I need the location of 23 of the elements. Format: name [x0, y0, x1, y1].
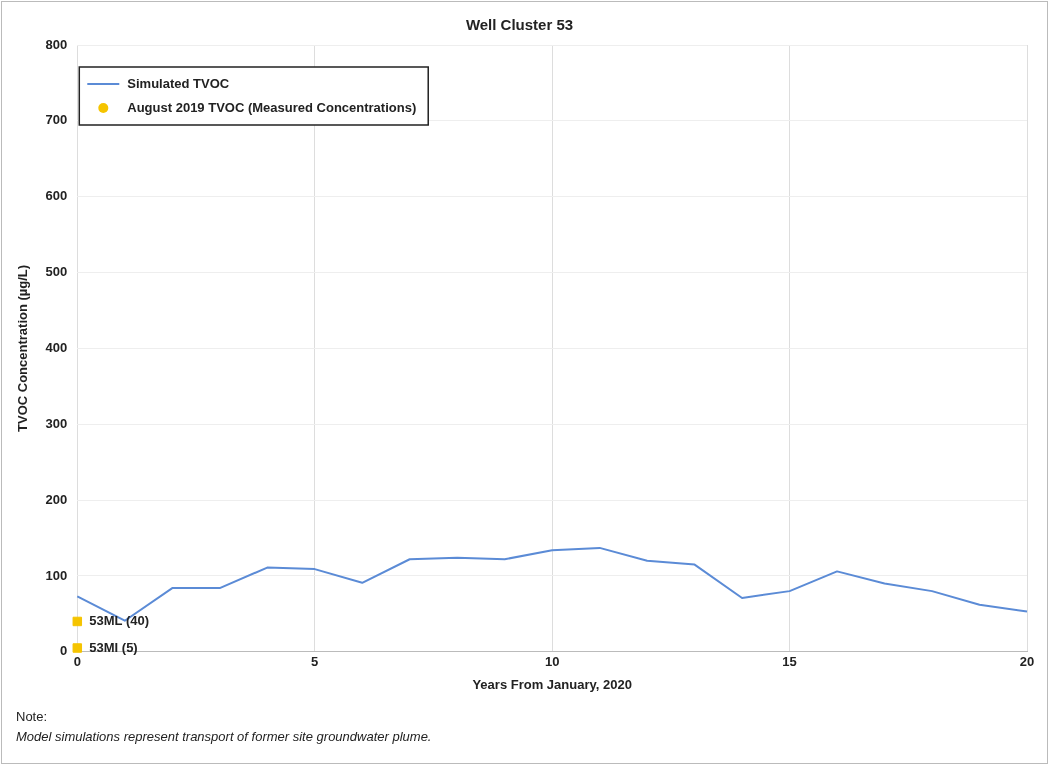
- x-tick-label: 10: [544, 654, 560, 670]
- x-tick-label: 15: [782, 654, 797, 670]
- text: Note:: [16, 708, 49, 726]
- y-tick-label: 800: [45, 36, 68, 52]
- y-tick-label: 600: [45, 188, 68, 204]
- text: Model simulations represent transport of former site groundwater plume.: [16, 728, 432, 746]
- chart-title: Well Cluster 53: [465, 16, 574, 34]
- y-axis-title: TVOC Concentration (µg/L): [15, 264, 31, 432]
- y-tick-label: 200: [45, 491, 68, 507]
- x-tick-label: 5: [311, 654, 319, 670]
- legend-label: Simulated TVOC: [127, 75, 230, 91]
- annotation: 53MI (5): [89, 639, 138, 655]
- y-tick-label: 500: [45, 264, 68, 280]
- annotation: 53ML (40): [89, 613, 150, 629]
- x-tick-label: 0: [73, 654, 81, 670]
- y-tick-label: 700: [45, 112, 68, 128]
- legend-label: August 2019 TVOC (Measured Concentrations): [127, 99, 417, 115]
- y-tick-label: 100: [45, 567, 68, 583]
- x-axis-title: Years From January, 2020: [472, 676, 632, 692]
- x-tick-label: 20: [1019, 654, 1035, 670]
- y-tick-label: 400: [45, 339, 68, 355]
- y-tick-label: 0: [60, 643, 68, 659]
- y-tick-label: 300: [45, 415, 68, 431]
